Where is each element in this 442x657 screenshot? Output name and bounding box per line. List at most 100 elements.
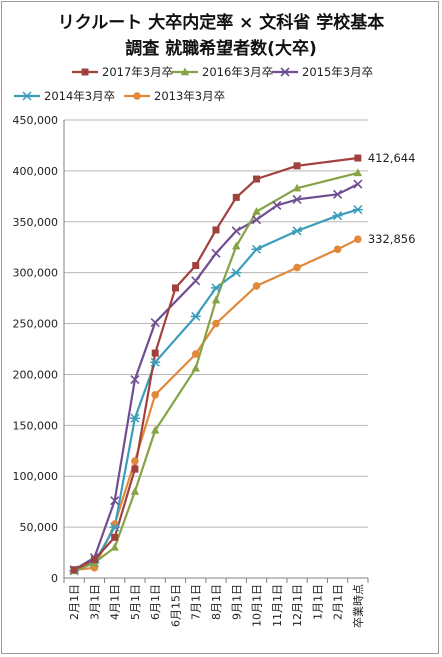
legend-label: 2016年3月卒	[202, 65, 273, 79]
y-tick-label: 400,000	[13, 165, 59, 178]
data-label: 412,644	[368, 151, 416, 165]
marker-square	[212, 226, 220, 234]
marker-triangle	[252, 207, 261, 215]
data-label: 332,856	[368, 232, 416, 246]
legend: 2017年3月卒 2016年3月卒 2015年3月卒 2014年3月卒 2013年3月卒	[14, 65, 373, 103]
marker-x	[110, 496, 120, 506]
marker-square	[151, 349, 159, 357]
marker-square	[293, 162, 301, 170]
x-tick-label: 卒業時点	[351, 584, 365, 628]
legend-entry: 2017年3月卒	[72, 65, 173, 79]
marker-square	[131, 465, 139, 473]
marker-star	[332, 211, 343, 221]
marker-circle	[131, 457, 139, 465]
y-tick-label: 50,000	[20, 521, 59, 534]
marker-star	[251, 244, 262, 254]
marker-star	[22, 91, 32, 101]
marker-circle	[151, 391, 159, 399]
marker-triangle	[292, 183, 302, 192]
series-markers	[69, 154, 363, 576]
marker-star	[150, 357, 161, 367]
marker-circle	[191, 350, 200, 358]
marker-x	[191, 276, 201, 286]
y-tick-label: 200,000	[13, 368, 59, 381]
marker-x	[333, 189, 343, 199]
marker-triangle	[180, 67, 190, 76]
marker-square	[171, 284, 179, 292]
x-tick-label: 11月1日	[271, 584, 284, 627]
legend-label: 2017年3月卒	[102, 65, 173, 79]
y-tick-label: 250,000	[13, 318, 59, 331]
x-tick-label: 10月1日	[251, 584, 264, 627]
marker-x	[353, 179, 363, 189]
legend-entry: 2016年3月卒	[172, 65, 273, 79]
marker-square	[90, 556, 98, 564]
marker-square	[253, 175, 261, 183]
marker-square	[232, 193, 240, 201]
marker-x	[150, 317, 160, 328]
marker-triangle	[211, 295, 221, 304]
marker-x	[251, 215, 262, 225]
x-tick-label: 9月1日	[230, 584, 243, 620]
marker-star	[129, 413, 140, 423]
x-tick-label: 2月1日	[332, 584, 345, 620]
marker-circle	[252, 282, 261, 290]
chart-title-line1: リクルート 大卒内定率 × 文科省 学校基本	[57, 13, 385, 33]
marker-circle	[133, 92, 141, 100]
marker-star	[211, 283, 221, 293]
legend-label: 2015年3月卒	[302, 65, 373, 79]
y-tick-label: 300,000	[13, 267, 59, 280]
marker-x	[130, 374, 140, 385]
legend-label: 2013年3月卒	[154, 89, 225, 103]
x-tick-label: 6月1日	[149, 584, 162, 620]
legend-entry: 2014年3月卒	[14, 89, 115, 103]
marker-star	[190, 311, 201, 321]
marker-circle	[212, 319, 220, 328]
marker-star	[109, 522, 120, 532]
marker-circle	[333, 245, 342, 254]
marker-x	[272, 200, 282, 211]
series-line	[73, 156, 359, 571]
marker-square	[192, 262, 200, 270]
marker-square	[354, 154, 362, 162]
y-tick-label: 150,000	[13, 419, 59, 432]
x-tick-label: 5月1日	[129, 584, 142, 620]
x-tick-label: 6月15日	[169, 584, 182, 627]
marker-triangle	[130, 486, 140, 495]
marker-triangle	[232, 241, 241, 250]
legend-label: 2014年3月卒	[44, 89, 115, 103]
x-tick-label: 2月1日	[68, 584, 81, 620]
marker-square	[70, 566, 78, 574]
chart-title-line2: 調査 就職希望者数(大卒)	[125, 39, 317, 59]
marker-triangle	[151, 425, 160, 434]
axes: 0 50,000 100,000 150,000 200,000 250,000 300,0…	[13, 114, 369, 628]
x-tick-label: 3月1日	[88, 584, 101, 620]
marker-x	[292, 194, 302, 204]
series-lines	[73, 156, 359, 572]
x-tick-label: 12月1日	[291, 584, 304, 627]
data-labels: 412,644 332,856	[368, 151, 416, 246]
legend-entry: 2015年3月卒	[272, 65, 373, 79]
marker-star	[352, 205, 363, 215]
marker-star	[231, 268, 242, 278]
gridlines	[64, 119, 368, 528]
series-line	[73, 208, 359, 572]
marker-square	[81, 68, 89, 76]
marker-square	[111, 533, 119, 541]
y-tick-label: 100,000	[13, 470, 59, 483]
x-tick-label: 7月1日	[190, 584, 203, 620]
marker-triangle	[353, 168, 363, 177]
x-tick-label: 1月1日	[311, 584, 324, 620]
marker-circle	[293, 263, 301, 272]
x-tick-label: 8月1日	[210, 584, 223, 620]
marker-circle	[354, 235, 362, 244]
legend-entry: 2013年3月卒	[124, 89, 225, 103]
marker-star	[292, 226, 303, 236]
marker-triangle	[110, 542, 119, 551]
y-tick-label: 350,000	[13, 216, 59, 229]
x-tick-label: 4月1日	[109, 584, 122, 620]
marker-triangle	[191, 363, 200, 372]
marker-x	[280, 67, 290, 77]
